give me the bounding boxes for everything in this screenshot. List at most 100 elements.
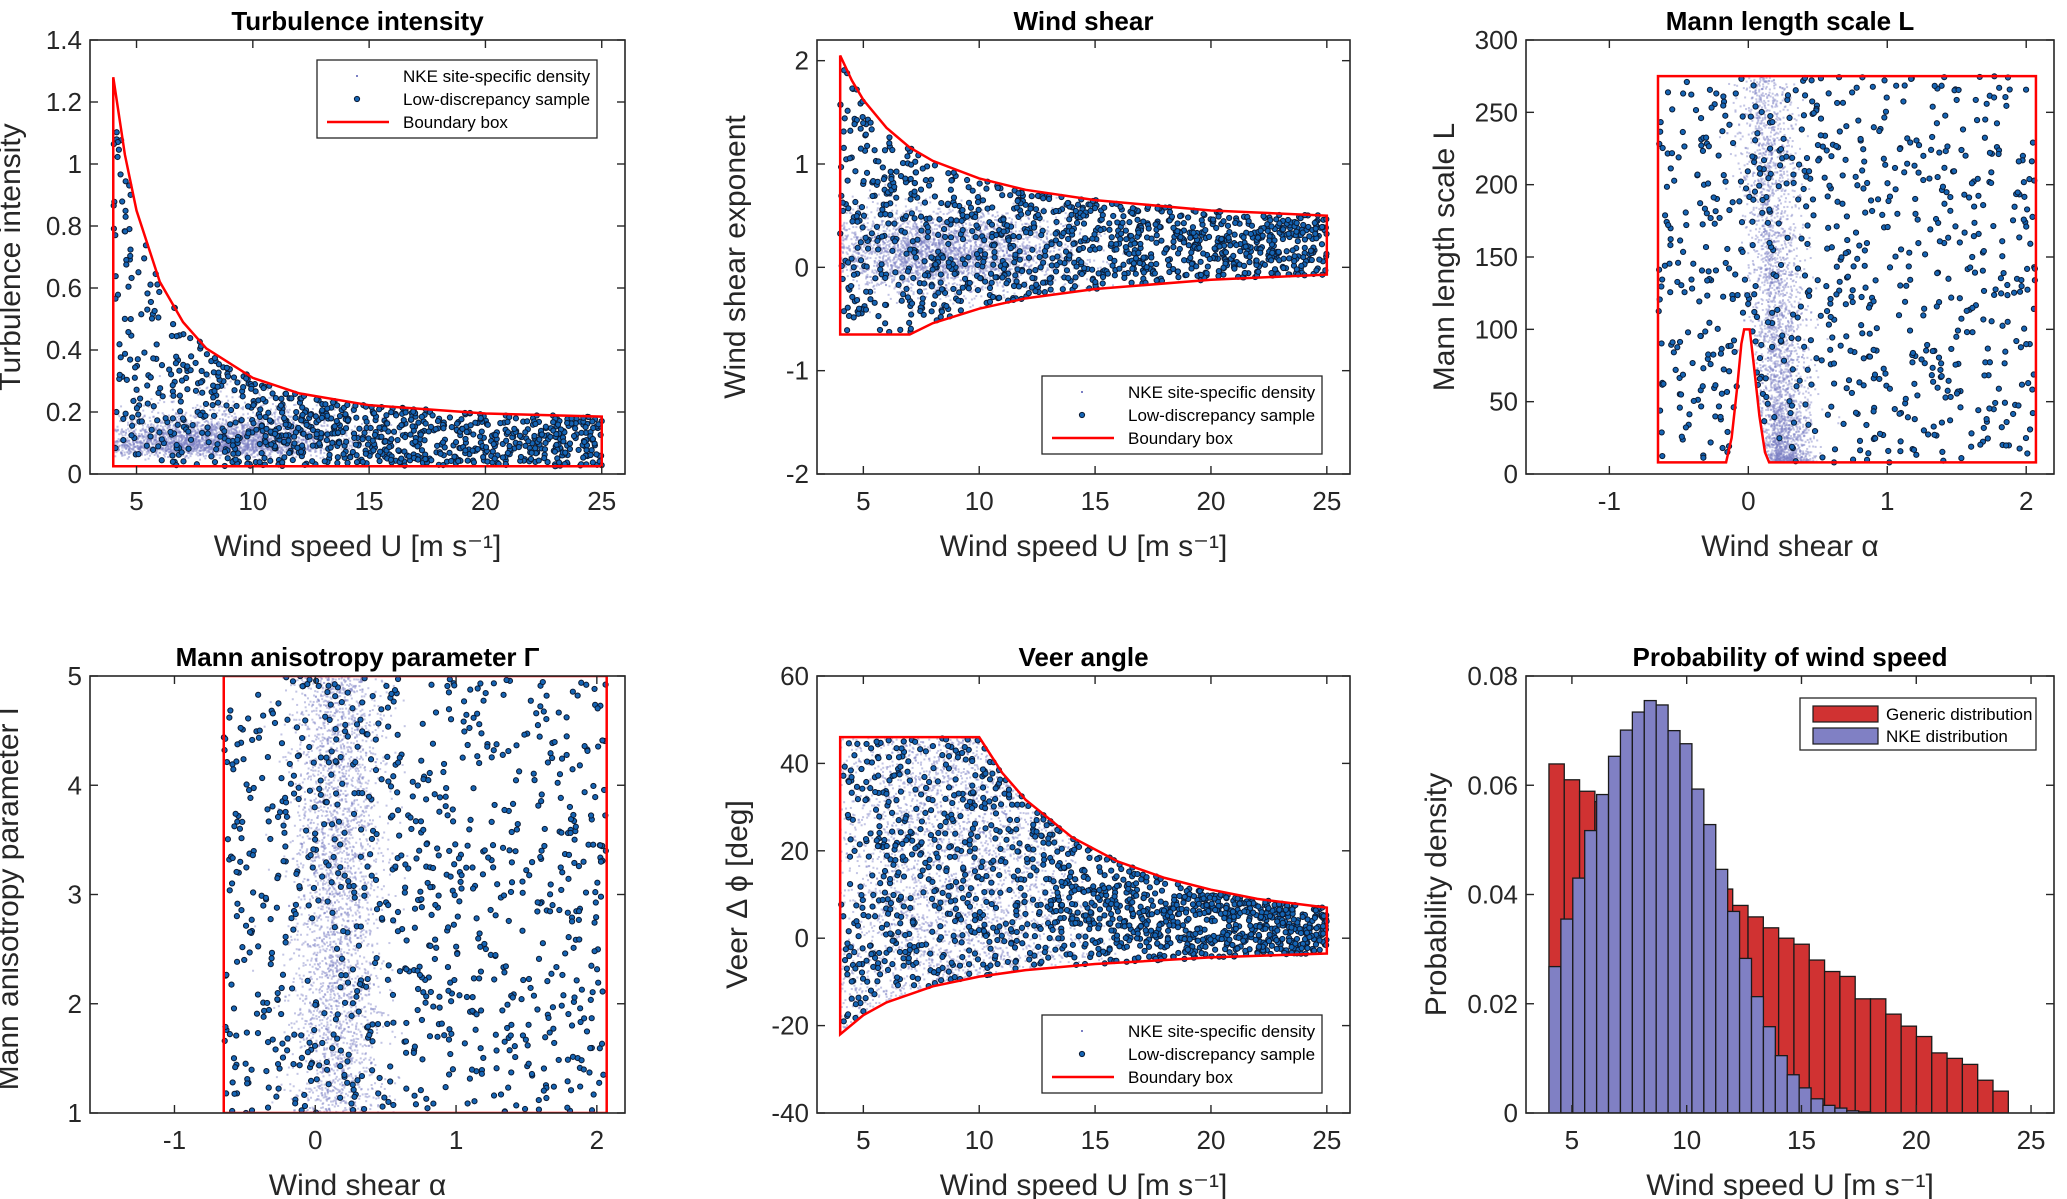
density-point xyxy=(154,428,157,431)
density-point xyxy=(232,427,235,430)
density-point xyxy=(1021,223,1024,226)
density-point xyxy=(340,434,343,437)
density-point xyxy=(943,223,946,226)
density-point xyxy=(357,433,360,436)
density-point xyxy=(269,449,272,452)
density-point xyxy=(158,441,161,444)
density-point xyxy=(211,423,214,426)
density-point xyxy=(179,443,182,446)
density-point xyxy=(210,424,213,427)
density-point xyxy=(191,441,194,444)
density-point xyxy=(248,426,251,429)
density-point xyxy=(179,443,182,446)
density-point xyxy=(164,450,167,453)
density-point xyxy=(907,241,910,244)
sample-point xyxy=(313,431,320,438)
density-point xyxy=(1053,246,1056,249)
density-point xyxy=(142,446,145,449)
density-point xyxy=(167,435,170,438)
density-point xyxy=(979,245,982,248)
density-point xyxy=(1122,252,1125,255)
density-point xyxy=(225,444,228,447)
density-point xyxy=(895,253,898,256)
sample-point xyxy=(334,429,342,436)
sample-point xyxy=(223,402,230,409)
density-point xyxy=(144,435,147,438)
density-point xyxy=(200,427,203,430)
density-point xyxy=(894,228,897,231)
density-point xyxy=(208,449,211,452)
density-point xyxy=(180,443,183,446)
density-point xyxy=(262,448,265,451)
sample-point xyxy=(159,393,166,400)
density-point xyxy=(306,444,309,447)
density-point xyxy=(980,243,983,246)
density-point xyxy=(124,453,127,456)
density-point xyxy=(195,441,198,444)
density-point xyxy=(289,429,292,432)
density-point xyxy=(205,449,208,452)
density-point xyxy=(195,447,198,450)
density-point xyxy=(113,441,116,444)
density-point xyxy=(964,297,967,300)
density-point xyxy=(118,448,121,451)
sample-point xyxy=(299,404,306,411)
density-point xyxy=(928,242,931,245)
density-point xyxy=(252,438,255,441)
density-point xyxy=(255,447,258,450)
density-point xyxy=(180,443,183,446)
sample-point xyxy=(316,440,323,447)
density-point xyxy=(155,434,158,437)
density-point xyxy=(213,423,216,426)
density-point xyxy=(249,436,252,439)
density-point xyxy=(161,434,164,437)
sample-point xyxy=(169,415,176,422)
density-point xyxy=(261,446,264,449)
density-point xyxy=(1097,240,1100,243)
density-point xyxy=(164,431,167,434)
density-point xyxy=(243,454,246,457)
density-point xyxy=(934,241,937,244)
density-point xyxy=(283,427,286,430)
density-point xyxy=(241,451,244,454)
density-point xyxy=(252,440,255,443)
density-point xyxy=(241,453,244,456)
density-point xyxy=(186,435,189,438)
density-point xyxy=(193,441,196,444)
density-point xyxy=(186,440,189,443)
density-point xyxy=(129,447,132,450)
density-point xyxy=(184,439,187,442)
density-point xyxy=(848,227,851,230)
density-point xyxy=(211,442,214,445)
density-point xyxy=(340,448,343,451)
sample-point xyxy=(125,283,132,290)
density-point xyxy=(147,451,150,454)
density-point xyxy=(180,439,183,442)
sample-point xyxy=(282,432,289,439)
density-point xyxy=(270,388,273,391)
density-point xyxy=(989,267,992,270)
density-point xyxy=(174,428,177,431)
density-point xyxy=(924,239,927,242)
density-point xyxy=(255,449,258,452)
density-point xyxy=(270,396,273,399)
density-point xyxy=(254,443,257,446)
sample-point xyxy=(214,399,222,406)
density-point xyxy=(127,445,130,448)
density-point xyxy=(923,232,926,235)
density-point xyxy=(888,245,891,248)
density-point xyxy=(184,455,187,458)
density-point xyxy=(155,435,158,438)
density-point xyxy=(882,230,885,233)
density-point xyxy=(224,442,227,445)
density-point xyxy=(231,391,234,394)
sample-point xyxy=(135,269,142,276)
density-point xyxy=(154,442,157,445)
density-point xyxy=(271,403,274,406)
density-point xyxy=(351,441,354,444)
density-point xyxy=(242,451,245,454)
sample-point xyxy=(229,442,236,449)
density-point xyxy=(160,446,163,449)
sample-point xyxy=(417,431,424,438)
density-point xyxy=(261,419,264,422)
